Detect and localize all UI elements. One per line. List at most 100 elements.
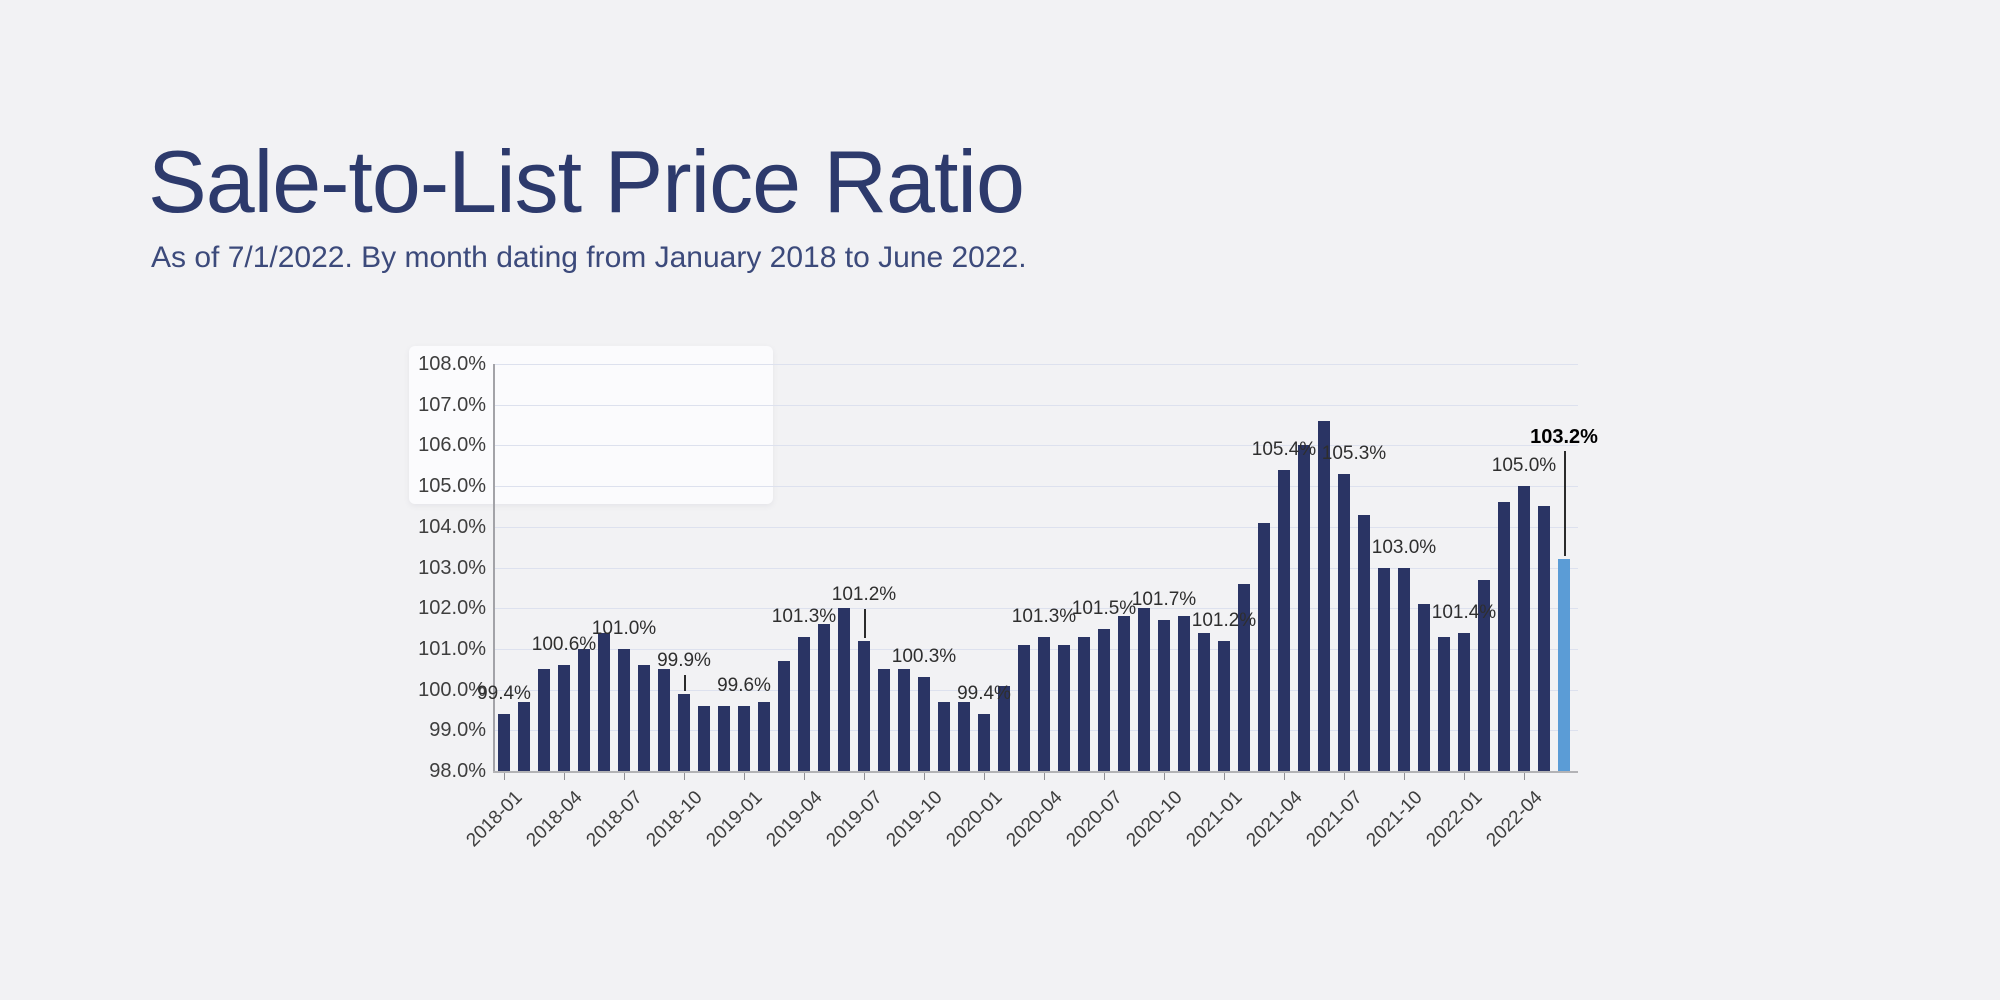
bar-2018-01[interactable] bbox=[498, 714, 510, 771]
bar-2020-12[interactable] bbox=[1198, 632, 1210, 771]
x-axis-tick bbox=[684, 773, 685, 780]
bar-2021-12[interactable] bbox=[1438, 636, 1450, 771]
bar-value-label-2021-07: 105.3% bbox=[1321, 442, 1387, 464]
bar-value-label-2020-07: 101.5% bbox=[1071, 597, 1137, 619]
bar-2019-06[interactable] bbox=[838, 608, 850, 771]
x-axis-tick-label: 2020-10 bbox=[1122, 787, 1187, 852]
x-axis-tick-label: 2018-04 bbox=[522, 787, 587, 852]
bar-value-label-2021-01: 101.2% bbox=[1191, 609, 1257, 631]
bar-2018-05[interactable] bbox=[578, 648, 590, 771]
gridline bbox=[494, 567, 1578, 569]
bar-2019-02[interactable] bbox=[758, 701, 770, 771]
bar-value-label-2019-07: 101.2% bbox=[831, 583, 897, 605]
bar-2021-01[interactable] bbox=[1218, 640, 1230, 771]
bar-2020-09[interactable] bbox=[1138, 608, 1150, 771]
y-axis-tick-label: 106.0% bbox=[418, 434, 486, 457]
bar-2020-11[interactable] bbox=[1178, 616, 1190, 771]
x-axis-tick-label: 2020-01 bbox=[942, 787, 1007, 852]
y-axis-tick-label: 98.0% bbox=[429, 760, 486, 782]
bar-2018-10[interactable] bbox=[678, 693, 690, 771]
bar-2022-01[interactable] bbox=[1458, 632, 1470, 771]
x-axis-tick-label: 2021-10 bbox=[1362, 787, 1427, 852]
gridline bbox=[494, 486, 1578, 488]
bar-value-label-2021-04: 105.4% bbox=[1251, 438, 1317, 460]
bar-2019-11[interactable] bbox=[938, 701, 950, 771]
bar-2018-03[interactable] bbox=[538, 669, 550, 771]
bar-2021-07[interactable] bbox=[1338, 473, 1350, 771]
bar-2018-09[interactable] bbox=[658, 669, 670, 771]
bar-2019-04[interactable] bbox=[798, 636, 810, 771]
x-axis-tick-label: 2018-01 bbox=[462, 787, 527, 852]
x-axis-tick bbox=[1104, 773, 1105, 780]
bar-2019-12[interactable] bbox=[958, 701, 970, 771]
x-axis-tick bbox=[1224, 773, 1225, 780]
y-axis-line bbox=[493, 364, 495, 771]
bar-2019-01[interactable] bbox=[738, 705, 750, 771]
bar-2020-08[interactable] bbox=[1118, 616, 1130, 771]
bar-2019-10[interactable] bbox=[918, 677, 930, 771]
x-axis-tick-label: 2020-04 bbox=[1002, 787, 1067, 852]
bar-value-label-2020-10: 101.7% bbox=[1131, 589, 1197, 611]
bar-2019-08[interactable] bbox=[878, 669, 890, 771]
gridline bbox=[494, 364, 1578, 365]
annotation-leader-line bbox=[684, 674, 686, 691]
bar-2018-06[interactable] bbox=[598, 632, 610, 771]
bar-2021-04[interactable] bbox=[1278, 469, 1290, 771]
bar-2021-05[interactable] bbox=[1298, 445, 1310, 771]
x-axis-tick bbox=[1044, 773, 1045, 780]
x-axis-tick-label: 2021-01 bbox=[1182, 787, 1247, 852]
bar-2018-07[interactable] bbox=[618, 648, 630, 771]
bar-2020-10[interactable] bbox=[1158, 620, 1170, 771]
x-axis-tick bbox=[1284, 773, 1285, 780]
page-subtitle: As of 7/1/2022. By month dating from Jan… bbox=[151, 241, 1027, 274]
bar-2022-04[interactable] bbox=[1518, 486, 1530, 771]
bar-value-label-2018-07: 101.0% bbox=[591, 617, 657, 639]
x-axis-tick bbox=[504, 773, 505, 780]
bar-2019-09[interactable] bbox=[898, 669, 910, 771]
bar-2020-05[interactable] bbox=[1058, 644, 1070, 771]
bar-2022-06[interactable] bbox=[1558, 559, 1570, 771]
bar-2018-12[interactable] bbox=[718, 705, 730, 771]
y-axis-tick-label: 100.0% bbox=[418, 678, 486, 701]
gridline bbox=[494, 404, 1578, 406]
x-axis-tick bbox=[1404, 773, 1405, 780]
bar-2019-03[interactable] bbox=[778, 661, 790, 771]
bar-2020-04[interactable] bbox=[1038, 636, 1050, 771]
bar-2021-11[interactable] bbox=[1418, 604, 1430, 771]
page-title: Sale-to-List Price Ratio bbox=[148, 132, 1025, 231]
bar-2020-06[interactable] bbox=[1078, 636, 1090, 771]
bar-2022-02[interactable] bbox=[1478, 579, 1490, 771]
bar-2020-07[interactable] bbox=[1098, 628, 1110, 771]
x-axis-tick-label: 2018-10 bbox=[642, 787, 707, 852]
bar-2021-10[interactable] bbox=[1398, 567, 1410, 771]
bar-2019-05[interactable] bbox=[818, 624, 830, 771]
bar-2018-04[interactable] bbox=[558, 665, 570, 771]
bar-value-label-2020-01: 99.4% bbox=[957, 683, 1011, 705]
bar-2020-02[interactable] bbox=[998, 685, 1010, 771]
bar-2019-07[interactable] bbox=[858, 640, 870, 771]
bar-2020-01[interactable] bbox=[978, 714, 990, 771]
bar-2022-03[interactable] bbox=[1498, 502, 1510, 771]
bar-2021-08[interactable] bbox=[1358, 514, 1370, 771]
x-axis-tick bbox=[624, 773, 625, 780]
y-axis-tick-label: 108.0% bbox=[418, 353, 486, 375]
bar-2018-02[interactable] bbox=[518, 701, 530, 771]
x-axis-line bbox=[493, 771, 1578, 773]
x-axis-tick-label: 2020-07 bbox=[1062, 787, 1127, 852]
x-axis-tick-label: 2018-07 bbox=[582, 787, 647, 852]
bar-2021-09[interactable] bbox=[1378, 567, 1390, 771]
bar-2021-06[interactable] bbox=[1318, 420, 1330, 771]
bar-value-label-2018-10: 99.9% bbox=[657, 649, 711, 671]
bar-2018-08[interactable] bbox=[638, 665, 650, 771]
bar-value-label-2019-04: 101.3% bbox=[771, 605, 837, 627]
bar-2018-11[interactable] bbox=[698, 705, 710, 771]
x-axis-tick bbox=[864, 773, 865, 780]
y-axis-tick-label: 107.0% bbox=[418, 393, 486, 416]
x-axis-tick-label: 2022-01 bbox=[1422, 787, 1487, 852]
bar-2022-05[interactable] bbox=[1538, 506, 1550, 771]
x-axis-tick bbox=[744, 773, 745, 780]
bar-2021-03[interactable] bbox=[1258, 522, 1270, 771]
x-axis-tick bbox=[804, 773, 805, 780]
bar-2021-02[interactable] bbox=[1238, 583, 1250, 771]
bar-2020-03[interactable] bbox=[1018, 644, 1030, 771]
